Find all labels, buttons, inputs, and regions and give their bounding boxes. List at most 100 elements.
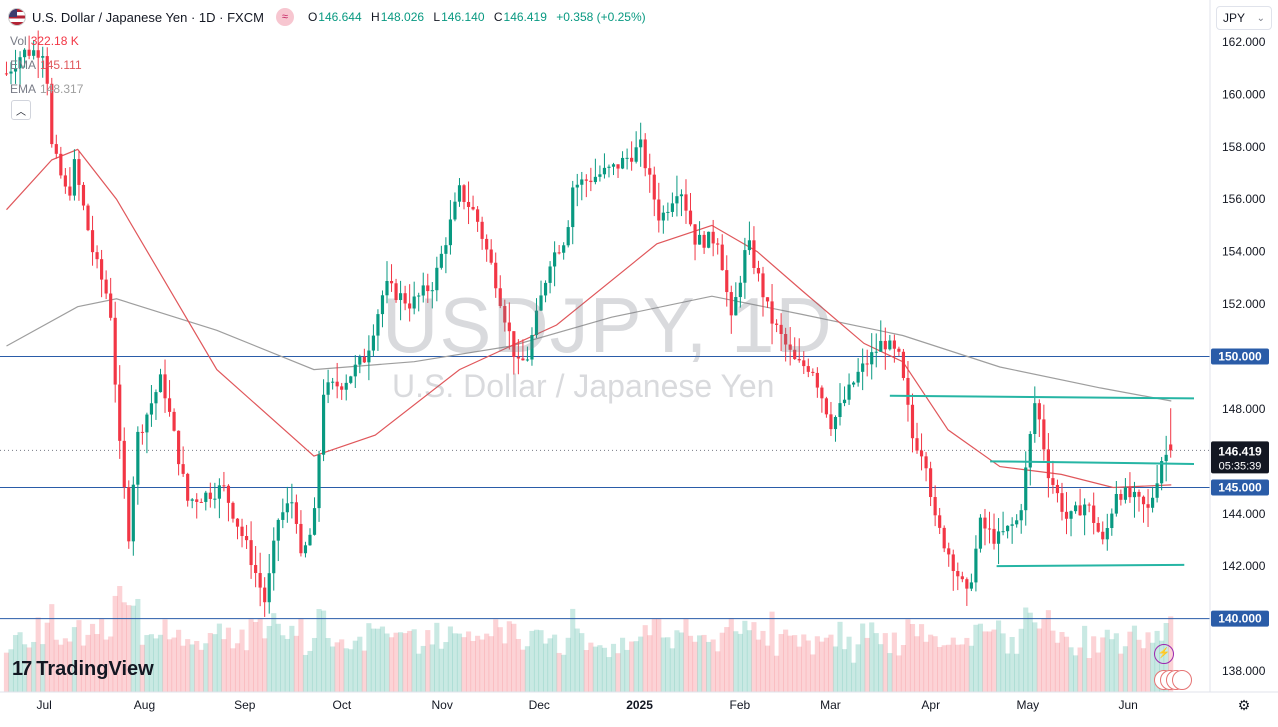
candle[interactable] xyxy=(1015,514,1019,528)
candle[interactable] xyxy=(598,165,602,182)
candle[interactable] xyxy=(861,348,865,391)
candle[interactable] xyxy=(177,430,181,476)
candle[interactable] xyxy=(933,485,937,527)
candle[interactable] xyxy=(919,433,924,471)
candle[interactable] xyxy=(1060,482,1064,521)
candle[interactable] xyxy=(340,382,344,400)
candle[interactable] xyxy=(892,334,896,363)
candle[interactable] xyxy=(204,490,208,511)
candle[interactable] xyxy=(145,412,149,454)
candle[interactable] xyxy=(716,238,720,255)
candle[interactable] xyxy=(54,134,58,159)
candle[interactable] xyxy=(199,498,203,503)
candle[interactable] xyxy=(693,224,697,261)
candle[interactable] xyxy=(978,514,983,553)
candle[interactable] xyxy=(906,361,910,422)
candle[interactable] xyxy=(86,203,90,232)
candle[interactable] xyxy=(430,282,434,309)
candle[interactable] xyxy=(258,552,262,607)
candle[interactable] xyxy=(929,461,933,507)
candle[interactable] xyxy=(1105,513,1109,551)
candle[interactable] xyxy=(494,252,498,298)
candle[interactable] xyxy=(77,150,81,201)
candle[interactable] xyxy=(1073,501,1078,514)
candle[interactable] xyxy=(226,484,231,522)
candle[interactable] xyxy=(1141,495,1146,523)
candle[interactable] xyxy=(620,151,625,170)
candle[interactable] xyxy=(879,320,883,352)
candle[interactable] xyxy=(530,327,534,366)
candle[interactable] xyxy=(1078,488,1082,516)
candle[interactable] xyxy=(503,299,507,332)
candle[interactable] xyxy=(774,319,779,333)
candle[interactable] xyxy=(1019,503,1023,534)
candle[interactable] xyxy=(303,541,308,558)
candle[interactable] xyxy=(181,446,185,477)
candle[interactable] xyxy=(190,498,194,509)
candle[interactable] xyxy=(118,365,122,459)
candle[interactable] xyxy=(1055,479,1060,503)
symbol-title[interactable]: U.S. Dollar / Japanese Yen · 1D · FXCM xyxy=(32,9,264,25)
candle[interactable] xyxy=(747,221,751,255)
candle[interactable] xyxy=(688,193,693,227)
candle[interactable] xyxy=(611,162,616,176)
candle[interactable] xyxy=(901,348,906,381)
candle[interactable] xyxy=(195,493,199,519)
candle[interactable] xyxy=(476,206,480,232)
candle[interactable] xyxy=(172,408,176,432)
candle[interactable] xyxy=(815,367,819,398)
candle[interactable] xyxy=(643,133,647,177)
candle[interactable] xyxy=(965,577,969,606)
candle[interactable] xyxy=(444,237,448,274)
candle[interactable] xyxy=(553,241,557,287)
candle[interactable] xyxy=(566,220,570,248)
candle[interactable] xyxy=(109,277,113,321)
candle[interactable] xyxy=(471,195,475,211)
candle[interactable] xyxy=(639,122,643,167)
candle[interactable] xyxy=(9,62,13,85)
candle[interactable] xyxy=(63,168,67,194)
candle[interactable] xyxy=(883,327,887,370)
candle[interactable] xyxy=(13,49,18,84)
candle[interactable] xyxy=(842,386,847,407)
candle[interactable] xyxy=(90,215,95,266)
candle[interactable] xyxy=(122,427,126,499)
candle[interactable] xyxy=(136,426,140,505)
candle[interactable] xyxy=(539,280,543,311)
candle[interactable] xyxy=(838,383,842,426)
candle[interactable] xyxy=(290,483,294,519)
candle[interactable] xyxy=(1046,433,1050,498)
candle[interactable] xyxy=(942,525,946,553)
candle[interactable] xyxy=(485,234,489,262)
candle[interactable] xyxy=(380,290,385,328)
candle[interactable] xyxy=(738,275,742,308)
candle[interactable] xyxy=(829,401,833,436)
candle[interactable] xyxy=(81,182,86,211)
candle[interactable] xyxy=(1037,399,1041,438)
candle[interactable] xyxy=(562,242,566,260)
candle[interactable] xyxy=(385,261,389,304)
candle[interactable] xyxy=(743,237,747,299)
candle[interactable] xyxy=(389,264,394,292)
candle[interactable] xyxy=(534,298,539,339)
candle[interactable] xyxy=(353,355,357,388)
candle[interactable] xyxy=(1169,408,1173,458)
candle[interactable] xyxy=(992,513,996,550)
candle[interactable] xyxy=(435,256,439,302)
waves-icon[interactable]: ≈ xyxy=(275,8,294,26)
candle[interactable] xyxy=(824,396,829,418)
candle[interactable] xyxy=(231,501,235,523)
candle[interactable] xyxy=(399,280,403,321)
candle[interactable] xyxy=(18,51,22,85)
candle[interactable] xyxy=(36,30,40,79)
candle[interactable] xyxy=(362,348,366,364)
candle[interactable] xyxy=(349,375,353,385)
candle[interactable] xyxy=(421,272,425,303)
candle[interactable] xyxy=(833,415,838,442)
candle[interactable] xyxy=(557,244,561,255)
candle[interactable] xyxy=(793,337,797,360)
candle[interactable] xyxy=(915,422,919,454)
candle[interactable] xyxy=(367,335,371,381)
candle[interactable] xyxy=(208,482,212,508)
